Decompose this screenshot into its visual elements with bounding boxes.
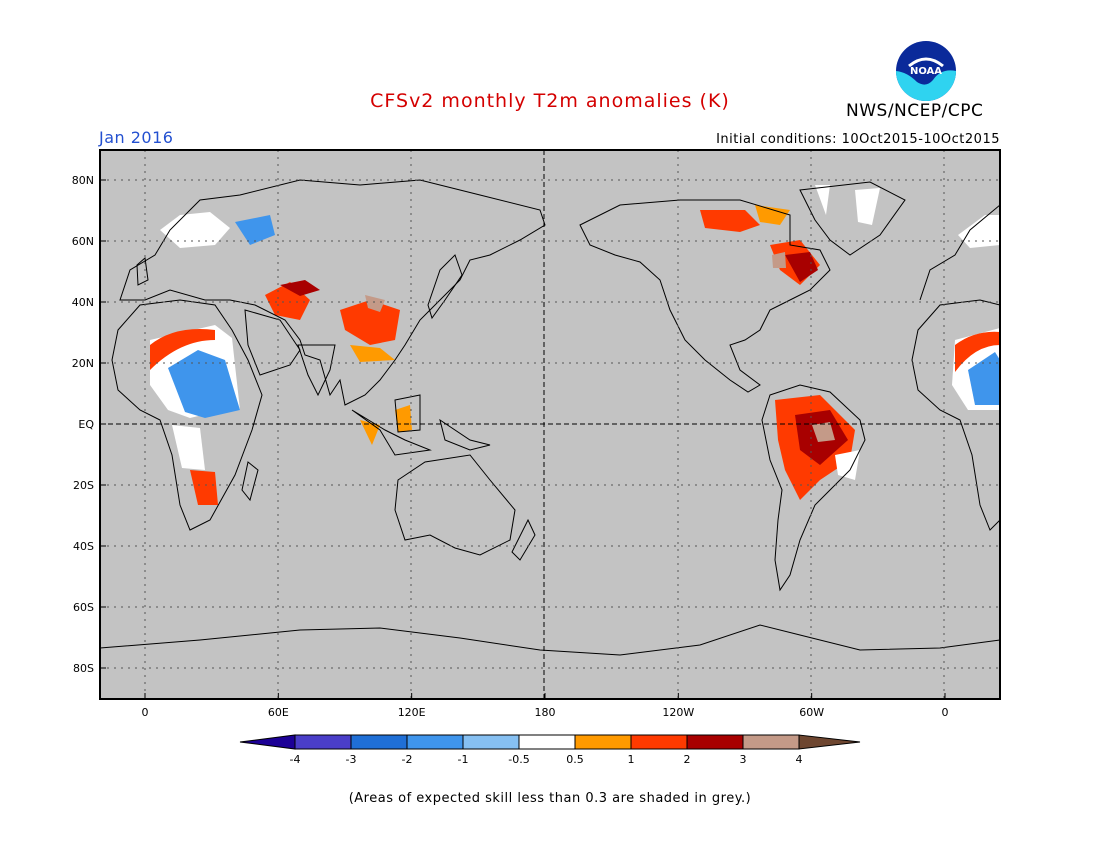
anomaly-europe-repeat-white <box>958 215 1000 248</box>
lon-label: 120E <box>398 706 426 719</box>
anomaly-asia-darkred <box>280 280 320 296</box>
anomaly-china-red <box>340 300 400 345</box>
lon-label: 0 <box>142 706 149 719</box>
coast-uk <box>136 257 149 286</box>
colorbar-segment <box>462 734 520 750</box>
anomaly-indonesia <box>360 405 412 445</box>
coast-india <box>297 344 336 397</box>
anomaly-china-brown <box>365 295 385 312</box>
coast-japan <box>427 254 463 320</box>
anomaly-greenland-white <box>815 185 880 225</box>
coast-eurasia <box>119 179 546 406</box>
lat-label: 40N <box>72 296 94 309</box>
anomaly-africa-south <box>190 470 218 505</box>
lon-label: 60W <box>799 706 824 719</box>
coast-madagascar <box>241 461 259 502</box>
coast-australia <box>394 454 516 556</box>
lon-label: 60E <box>268 706 289 719</box>
colorbar-segment <box>406 734 464 750</box>
skill-footnote: (Areas of expected skill less than 0.3 a… <box>348 791 752 806</box>
noaa-logo: NOAA <box>895 40 957 102</box>
colorbar-segment <box>294 734 352 750</box>
agency-label: NWS/NCEP/CPC <box>846 101 984 121</box>
colorbar-tick-label: 4 <box>796 753 803 766</box>
forecast-month: Jan 2016 <box>99 128 174 147</box>
colorbar-segment <box>630 734 688 750</box>
coast-europe-repeat <box>919 204 1000 301</box>
colorbar-tick-label: -0.5 <box>508 753 529 766</box>
longitude-labels: 0 60E 120E 180 120W 60W 0 <box>142 693 948 719</box>
colorbar-tick-label: -1 <box>458 753 469 766</box>
colorbar-arrow-left <box>239 734 296 750</box>
anomaly-africa-orange <box>150 329 215 370</box>
colorbar-tick-label: 3 <box>740 753 747 766</box>
lat-label: 80N <box>72 174 94 187</box>
anomaly-africa-repeat-blue <box>968 352 1000 405</box>
anomaly-china-orange <box>350 345 395 362</box>
colorbar <box>239 734 861 750</box>
lon-label: 0 <box>941 706 948 719</box>
lat-label: 40S <box>73 540 94 553</box>
anomaly-africa-repeat-orange <box>955 331 1000 372</box>
anomaly-canada-red <box>700 210 760 232</box>
logo-text: NOAA <box>910 66 942 77</box>
lat-label: EQ <box>78 418 94 431</box>
lon-label: 180 <box>534 706 555 719</box>
anomaly-sa-brown <box>812 422 835 442</box>
map-title: CFSv2 monthly T2m anomalies (K) <box>370 90 730 112</box>
anomaly-quebec-darkred <box>785 252 818 282</box>
lat-label: 20S <box>73 479 94 492</box>
lon-label: 120W <box>662 706 694 719</box>
lat-label: 20N <box>72 357 94 370</box>
colorbar-tick-label: 1 <box>628 753 635 766</box>
colorbar-arrow-right <box>798 734 861 750</box>
coast-antarctica <box>100 624 1000 656</box>
colorbar-tick-label: -3 <box>346 753 357 766</box>
colorbar-segment <box>686 734 744 750</box>
anomaly-shading <box>150 185 1000 505</box>
coast-indonesia <box>351 394 491 456</box>
coast-africa-repeat <box>911 299 1000 531</box>
colorbar-segment <box>518 734 576 750</box>
coast-south-america <box>761 384 866 592</box>
colorbar-tick-label: 2 <box>684 753 691 766</box>
latitude-labels: 80N 60N 40N 20N EQ 20S 40S 60S 80S <box>72 174 106 675</box>
coast-africa <box>111 299 263 531</box>
coast-greenland <box>799 181 906 256</box>
anomaly-africa-white2 <box>172 425 205 470</box>
coastlines <box>100 179 1000 656</box>
anomaly-canada-orange <box>755 205 790 225</box>
colorbar-segment <box>574 734 632 750</box>
colorbar-tick-label: -4 <box>290 753 301 766</box>
map-content <box>100 150 1000 699</box>
anomaly-africa-blue <box>168 350 240 418</box>
anomaly-europe-white <box>160 212 230 248</box>
initial-conditions: Initial conditions: 10Oct2015-10Oct2015 <box>716 132 1000 147</box>
anomaly-quebec-brown <box>772 252 786 268</box>
colorbar-segment <box>742 734 800 750</box>
coast-arabia <box>244 309 301 376</box>
lat-label: 80S <box>73 662 94 675</box>
coast-newzealand <box>511 518 536 561</box>
colorbar-tick-label: -2 <box>402 753 413 766</box>
lat-label: 60N <box>72 235 94 248</box>
coast-north-america <box>579 199 831 393</box>
colorbar-tick-label: 0.5 <box>566 753 584 766</box>
lat-label: 60S <box>73 601 94 614</box>
anomaly-europe-blue <box>235 215 275 245</box>
anomaly-sa-white <box>835 450 860 480</box>
colorbar-segment <box>350 734 408 750</box>
colorbar-tick-labels: -4 -3 -2 -1 -0.5 0.5 1 2 3 4 <box>290 753 803 766</box>
